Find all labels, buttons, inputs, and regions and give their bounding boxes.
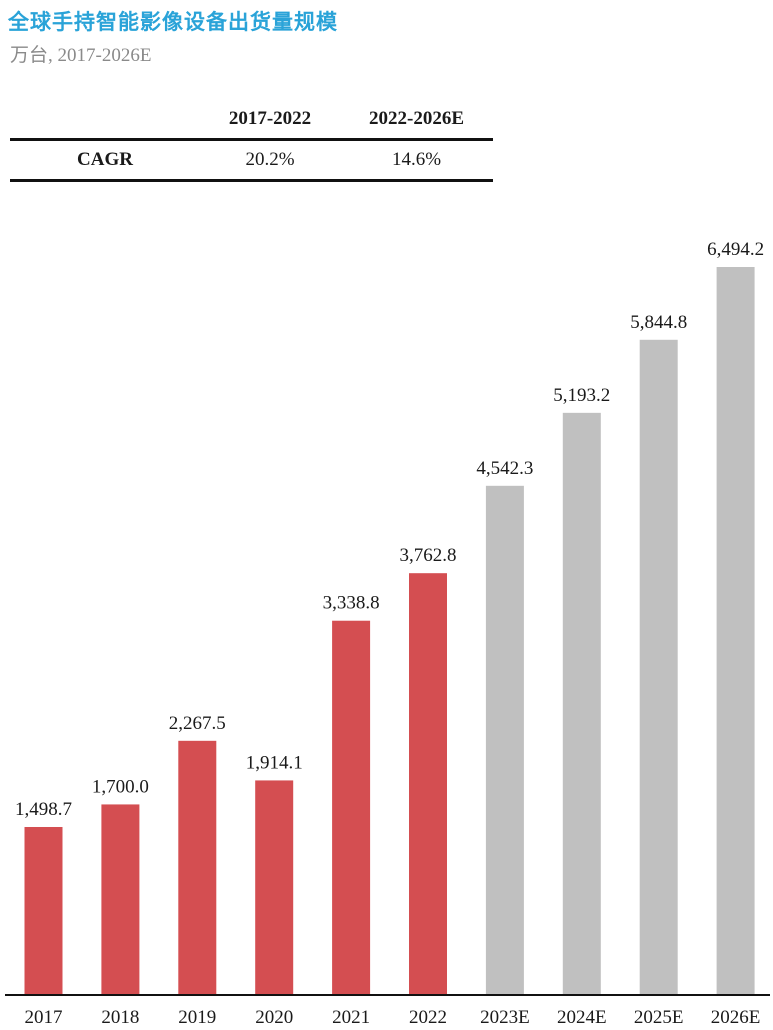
x-tick-label-2025e: 2025E — [634, 1007, 684, 1028]
x-tick-label-2020: 2020 — [255, 1007, 293, 1028]
bar-2021 — [332, 620, 371, 995]
data-label-2019: 2,267.5 — [169, 713, 226, 734]
bar-2017 — [24, 826, 63, 995]
chart-title: 全球手持智能影像设备出货量规模 — [8, 10, 338, 34]
data-label-2025e: 5,844.8 — [630, 312, 687, 333]
cagr-header-2017-2022: 2017-2022 — [228, 108, 312, 129]
cagr-table-header: 2017-2022 2022-2026E — [10, 100, 493, 141]
bar-2025e — [639, 339, 678, 996]
cagr-table-row: CAGR 20.2% 14.6% — [10, 141, 493, 182]
x-tick-label-2021: 2021 — [332, 1007, 370, 1028]
bar-2019 — [178, 740, 217, 995]
bar-2024e — [562, 412, 601, 995]
bar-2026e — [716, 267, 755, 995]
x-tick-label-2017: 2017 — [25, 1007, 63, 1028]
cagr-value-2017-2022: 20.2% — [245, 149, 295, 170]
cagr-table: 2017-2022 2022-2026E CAGR 20.2% 14.6% — [10, 100, 493, 182]
data-label-2018: 1,700.0 — [92, 776, 149, 797]
x-tick-label-2024e: 2024E — [557, 1007, 607, 1028]
data-label-2022: 3,762.8 — [400, 545, 457, 566]
bar-2018 — [101, 804, 140, 995]
bar-2020 — [255, 780, 294, 995]
x-tick-label-2019: 2019 — [178, 1007, 216, 1028]
cagr-header-2022-2026e: 2022-2026E — [369, 108, 464, 129]
x-tick-label-2026e: 2026E — [711, 1007, 761, 1028]
data-label-2017: 1,498.7 — [15, 799, 72, 820]
data-label-2021: 3,338.8 — [323, 593, 380, 614]
bar-2022 — [409, 573, 447, 995]
data-label-2023e: 4,542.3 — [476, 458, 533, 479]
bar-chart: 1,498.7 2017 1,700.0 2018 2,267.5 2019 1,914.1… — [5, 239, 770, 1028]
bar-2023e — [485, 485, 524, 995]
data-label-2024e: 5,193.2 — [553, 385, 610, 406]
data-label-2026e: 6,494.2 — [707, 239, 764, 260]
data-label-2020: 1,914.1 — [246, 752, 303, 773]
chart-subtitle: 万台, 2017-2026E — [10, 45, 152, 66]
x-tick-label-2022: 2022 — [409, 1007, 447, 1028]
cagr-value-2022-2026e: 14.6% — [391, 149, 442, 170]
cagr-row-label: CAGR — [77, 149, 133, 170]
x-tick-label-2023e: 2023E — [480, 1007, 530, 1028]
x-tick-label-2018: 2018 — [101, 1007, 139, 1028]
